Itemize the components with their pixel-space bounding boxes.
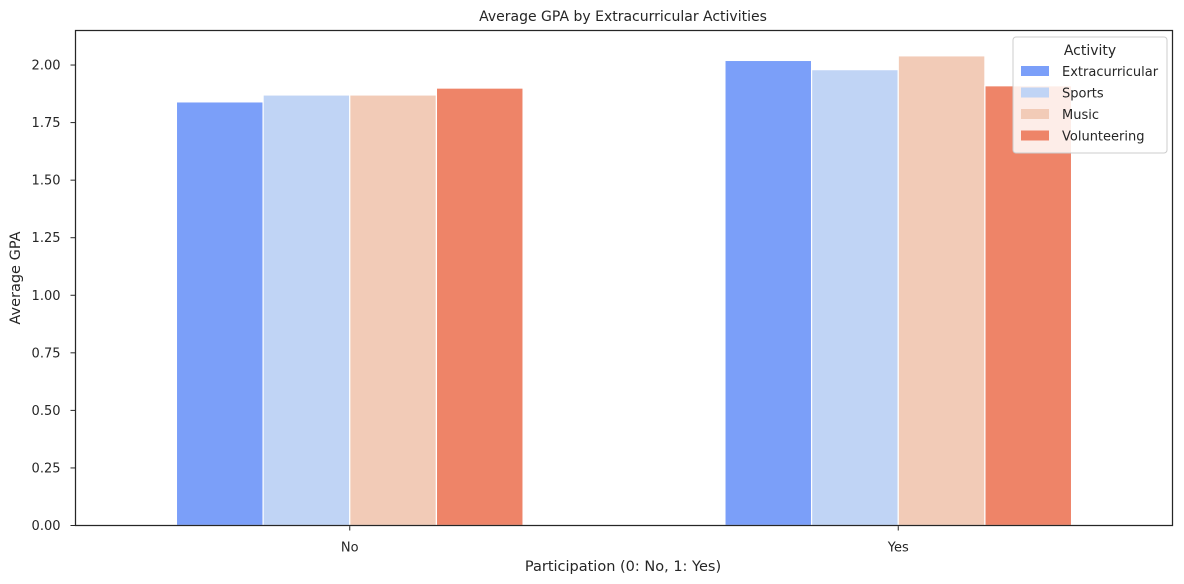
legend-label: Extracurricular	[1062, 65, 1159, 80]
y-tick-label: 0.50	[32, 404, 61, 419]
legend-swatch	[1021, 109, 1049, 119]
chart-title: Average GPA by Extracurricular Activitie…	[479, 9, 767, 25]
bar-extracurricular-no	[175, 101, 264, 527]
legend: Activity Extracurricular Sports Music Volun…	[1012, 36, 1168, 154]
y-tick-label: 1.50	[32, 174, 61, 189]
legend-label: Music	[1062, 108, 1099, 123]
x-axis-label: Participation (0: No, 1: Yes)	[525, 559, 721, 575]
x-tick-label: No	[341, 541, 359, 556]
legend-swatch	[1021, 130, 1049, 141]
y-axis: 0.00 0.25 0.50 0.75 1.00 1.25 1.50 1.75 2.00	[32, 59, 76, 534]
bars-group	[175, 55, 1073, 527]
legend-box	[1012, 36, 1168, 154]
y-tick-label: 0.00	[32, 519, 61, 534]
legend-title: Activity	[1064, 43, 1116, 59]
x-tick-label: Yes	[887, 541, 909, 556]
bar-volunteering-yes	[984, 85, 1073, 527]
bar-sports-no	[262, 94, 351, 527]
x-axis: No Yes	[341, 525, 909, 556]
legend-label: Volunteering	[1062, 130, 1144, 145]
legend-swatch	[1021, 87, 1049, 98]
bar-volunteering-no	[435, 87, 524, 527]
bar-extracurricular-yes	[724, 59, 813, 527]
legend-label: Sports	[1062, 87, 1104, 102]
legend-swatch	[1021, 66, 1049, 76]
y-tick-label: 1.75	[32, 116, 61, 131]
bar-sports-yes	[810, 69, 899, 527]
plot-frame	[74, 29, 1174, 527]
y-tick-label: 2.00	[32, 59, 61, 74]
y-tick-label: 0.75	[32, 346, 61, 361]
bar-music-yes	[897, 55, 986, 527]
y-axis-label: Average GPA	[8, 231, 24, 324]
y-tick-label: 1.00	[32, 289, 61, 304]
y-tick-label: 0.25	[32, 461, 61, 476]
y-tick-label: 1.25	[32, 231, 61, 246]
bar-music-no	[349, 94, 438, 527]
